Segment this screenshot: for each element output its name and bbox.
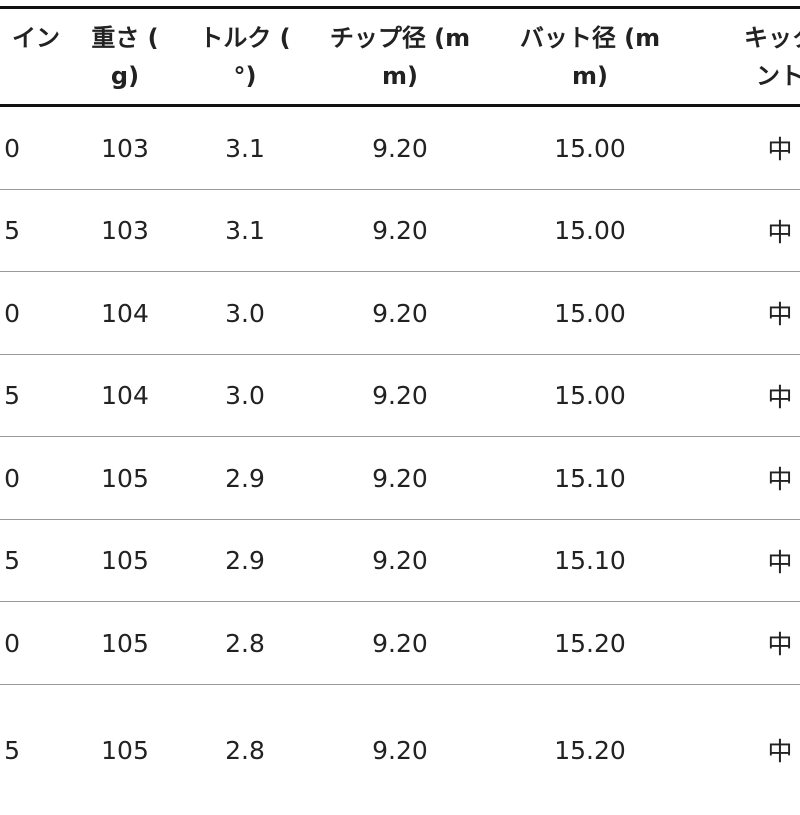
cell-col-torque: 3.1	[225, 133, 265, 163]
cell-col-kick-point: 中	[767, 382, 793, 412]
cell-col-torque: 2.8	[225, 628, 265, 658]
cell-col-kick-point: 中	[767, 737, 793, 766]
header-line: m)	[572, 61, 608, 90]
cell-col-butt-diameter: 15.20	[554, 735, 626, 765]
cell-col-kick-point: 中	[767, 300, 793, 329]
cell-col-kick-point: 中	[767, 630, 793, 659]
cell-col-partial: 0	[4, 133, 20, 163]
header-line: トルク (	[199, 23, 291, 52]
cell-col-weight: 105	[101, 735, 149, 765]
cell-col-tip-diameter: 9.20	[372, 463, 428, 493]
cell-col-tip-diameter: 9.20	[372, 628, 428, 658]
header-line: チップ径 (m	[329, 23, 471, 52]
cell-col-tip-diameter: 9.20	[372, 381, 428, 410]
cell-col-butt-diameter: 15.00	[554, 381, 626, 410]
cell-col-tip-diameter: 9.20	[372, 133, 428, 163]
cell-col-partial: 5	[4, 216, 20, 245]
header-line: バット径 (m	[519, 23, 661, 52]
cell-col-butt-diameter: 15.10	[554, 463, 626, 493]
table-row: 5 105 2.8 9.20 15.20 中	[0, 685, 800, 815]
cell-col-kick-point: 中	[767, 135, 793, 164]
cell-col-butt-diameter: 15.20	[554, 628, 626, 658]
header-col-butt-diameter: バット径 (m m)	[500, 9, 680, 104]
header-line: m)	[382, 61, 418, 90]
cell-col-torque: 3.0	[225, 298, 265, 328]
cell-col-partial: 0	[4, 463, 20, 493]
cell-col-torque: 3.1	[225, 216, 265, 245]
header-col-tip-diameter: チップ径 (m m)	[310, 9, 490, 104]
header-line	[52, 57, 60, 95]
cell-col-weight: 105	[101, 546, 149, 575]
cell-col-partial: 0	[4, 628, 20, 658]
header-line: ント	[756, 61, 800, 90]
table-row: 0 104 3.0 9.20 15.00 中	[0, 272, 800, 355]
header-col-kick-point: キックント	[705, 9, 800, 104]
header-col-torque: トルク ( °)	[185, 9, 305, 104]
table-row: 5 104 3.0 9.20 15.00 中	[0, 355, 800, 437]
cell-col-butt-diameter: 15.00	[554, 216, 626, 245]
header-col-weight: 重さ ( g)	[70, 9, 180, 104]
table-row: 5 105 2.9 9.20 15.10 中	[0, 520, 800, 602]
cell-col-tip-diameter: 9.20	[372, 216, 428, 245]
cell-col-torque: 2.9	[225, 546, 265, 575]
cell-col-kick-point: 中	[767, 217, 793, 247]
header-line: g)	[110, 61, 140, 90]
cell-col-butt-diameter: 15.10	[554, 546, 626, 575]
cell-col-weight: 103	[101, 133, 149, 163]
table-row: 0 103 3.1 9.20 15.00 中	[0, 107, 800, 190]
header-line: °)	[233, 61, 257, 90]
cell-col-torque: 3.0	[225, 381, 265, 410]
cell-col-weight: 104	[101, 298, 149, 328]
cell-col-weight: 105	[101, 628, 149, 658]
header-col-partial: イン	[0, 9, 60, 104]
header-rule	[0, 104, 800, 107]
table-row: 5 103 3.1 9.20 15.00 中	[0, 190, 800, 272]
cell-col-partial: 0	[4, 298, 20, 328]
cell-col-partial: 5	[4, 735, 20, 765]
table-row: 0 105 2.9 9.20 15.10 中	[0, 437, 800, 520]
cell-col-butt-diameter: 15.00	[554, 298, 626, 328]
cell-col-kick-point: 中	[767, 547, 793, 577]
cell-col-torque: 2.8	[225, 735, 265, 765]
cell-col-butt-diameter: 15.00	[554, 133, 626, 163]
header-line: 重さ (	[91, 23, 159, 52]
cell-col-partial: 5	[4, 381, 20, 410]
cell-col-kick-point: 中	[767, 465, 793, 494]
header-line: キック	[744, 23, 800, 52]
cell-col-tip-diameter: 9.20	[372, 298, 428, 328]
cell-col-weight: 103	[101, 216, 149, 245]
cell-col-tip-diameter: 9.20	[372, 735, 428, 765]
cell-col-weight: 104	[101, 381, 149, 410]
cell-col-weight: 105	[101, 463, 149, 493]
table-row: 0 105 2.8 9.20 15.20 中	[0, 602, 800, 685]
table-top-rule	[0, 6, 800, 9]
cell-col-partial: 5	[4, 546, 20, 575]
header-line: イン	[12, 23, 60, 52]
cell-col-torque: 2.9	[225, 463, 265, 493]
cell-col-tip-diameter: 9.20	[372, 546, 428, 575]
